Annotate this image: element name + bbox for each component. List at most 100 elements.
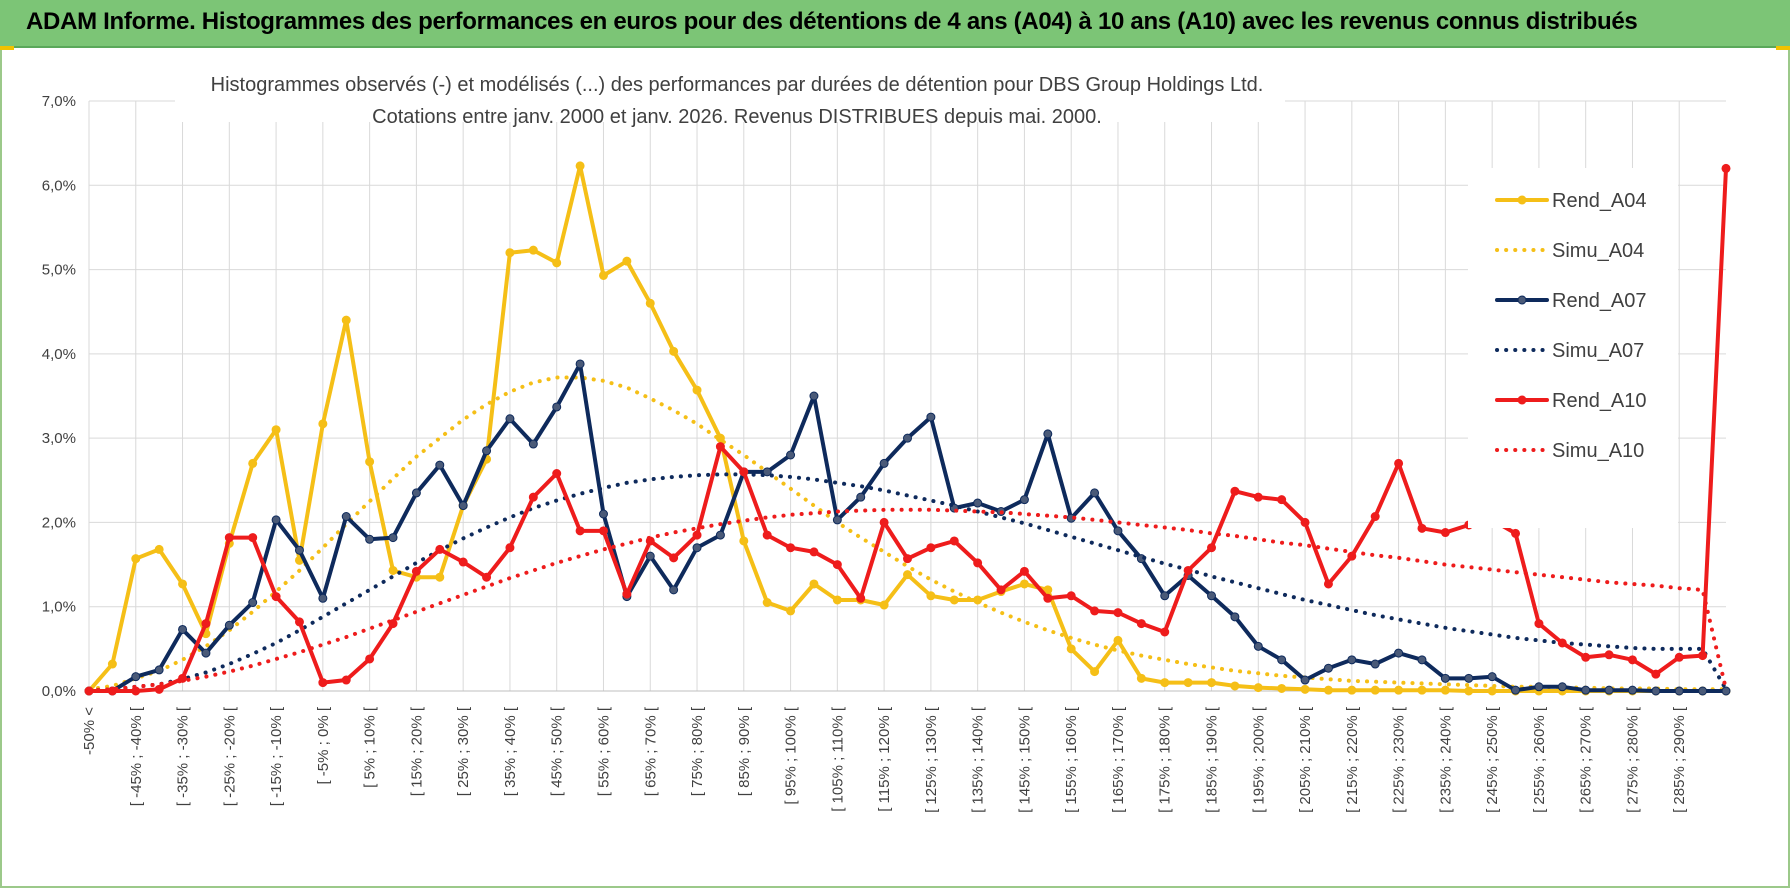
data-point-rend_a10 [1581,652,1591,662]
data-point-rend_a10 [201,619,211,629]
data-point-rend_a10 [1721,163,1731,173]
data-point-rend_a04 [1207,678,1217,688]
data-point-rend_a04 [107,659,117,669]
data-point-rend_a10 [879,517,889,527]
series-line-simu_a07 [87,472,1728,693]
data-point-rend_a07 [692,543,702,553]
data-point-rend_a07 [879,458,889,468]
data-point-rend_a04 [271,425,281,435]
data-point-rend_a07 [1627,685,1637,695]
data-point-rend_a10 [973,558,983,568]
legend-marker-rend_a04 [1517,195,1527,205]
data-point-rend_a04 [1136,673,1146,683]
data-point-rend_a07 [1300,675,1310,685]
data-point-rend_a10 [1511,528,1521,538]
data-point-rend_a04 [1090,667,1100,677]
x-tick-label: [ 275% ; 280% [ [1624,706,1641,813]
data-point-rend_a10 [1370,512,1380,522]
data-point-rend_a10 [294,617,304,627]
x-tick-label: [ 95% ; 100% [ [783,706,800,804]
y-tick-label: 1,0% [42,599,76,616]
data-point-rend_a10 [318,678,328,688]
data-point-rend_a07 [1698,686,1708,696]
chart-title-box [175,58,1285,122]
x-tick-label: [ 215% ; 220% [ [1344,706,1361,813]
data-point-rend_a10 [692,530,702,540]
data-point-rend_a07 [552,402,562,412]
data-point-rend_a10 [1113,608,1123,618]
data-point-rend_a07 [388,533,398,543]
data-point-rend_a04 [926,591,936,601]
data-point-rend_a10 [1090,606,1100,616]
x-tick-label: [ -35% ; -30% [ [175,706,192,806]
x-tick-label: [ 65% ; 70% [ [642,706,659,796]
x-tick-label: [ 165% ; 170% [ [1110,706,1127,813]
data-point-rend_a07 [1604,685,1614,695]
data-point-rend_a10 [903,554,912,564]
data-point-rend_a10 [482,572,492,582]
y-tick-label: 0,0% [42,683,76,700]
data-point-rend_a07 [1487,672,1497,682]
data-point-rend_a04 [178,579,188,589]
data-point-rend_a10 [1300,517,1310,527]
data-point-rend_a10 [224,533,234,543]
data-point-rend_a10 [949,536,959,546]
data-point-rend_a10 [365,654,375,664]
data-point-rend_a10 [669,553,679,563]
data-point-rend_a07 [435,460,445,470]
data-point-rend_a07 [1019,495,1029,505]
data-point-rend_a10 [552,469,562,479]
data-point-rend_a04 [131,554,141,564]
data-point-rend_a04 [669,346,679,356]
performance-histogram-chart: 0,0% 1,0% 2,0% 3,0% 4,0% 5,0% 6,0% 7,0% -50% < [… [42,58,1731,813]
data-point-rend_a04 [645,298,655,308]
data-point-rend_a10 [435,544,445,554]
x-tick-label: [ -15% ; -10% [ [268,706,285,806]
data-point-rend_a07 [1651,686,1661,696]
data-point-rend_a04 [575,161,585,171]
x-tick-label: [ 15% ; 20% [ [408,706,425,796]
data-point-rend_a04 [692,385,702,395]
data-point-rend_a04 [341,315,351,325]
data-point-rend_a07 [1230,612,1240,622]
data-point-rend_a07 [528,439,538,449]
data-point-rend_a10 [1534,619,1544,629]
data-point-rend_a07 [832,515,842,525]
data-point-rend_a07 [715,530,725,540]
data-point-rend_a10 [1417,523,1427,533]
data-point-rend_a10 [1604,650,1614,660]
series-line-simu_a10 [87,507,1728,693]
data-point-rend_a07 [903,433,912,443]
data-point-rend_a10 [1277,495,1287,505]
data-point-rend_a04 [1019,579,1029,589]
data-point-rend_a07 [1557,682,1567,692]
data-point-rend_a07 [271,515,281,525]
data-point-rend_a07 [1534,682,1544,692]
data-point-rend_a10 [715,442,725,452]
data-point-rend_a07 [1464,673,1474,683]
data-point-rend_a04 [598,270,608,280]
data-point-rend_a04 [762,598,772,607]
data-point-rend_a07 [1674,686,1684,696]
data-point-rend_a07 [1207,591,1217,601]
data-point-rend_a07 [1394,648,1404,658]
y-tick-label: 3,0% [42,430,76,447]
data-point-rend_a07 [926,412,936,422]
data-point-rend_a10 [505,543,515,553]
data-point-rend_a07 [224,620,234,630]
x-tick-label: [ 35% ; 40% [ [502,706,519,796]
data-point-rend_a04 [1323,685,1333,695]
data-point-rend_a10 [996,585,1006,595]
data-point-rend_a10 [458,557,468,567]
data-point-rend_a07 [786,450,796,460]
report-banner: ADAM Informe. Histogrammes des performan… [0,0,1790,48]
data-point-rend_a04 [248,458,258,468]
x-tick-label: [ 255% ; 260% [ [1531,706,1548,813]
data-point-rend_a10 [1698,651,1708,661]
data-point-rend_a10 [575,526,585,536]
data-point-rend_a04 [739,536,749,546]
legend-marker-rend_a07 [1517,295,1527,305]
x-tick-label: [ 135% ; 140% [ [970,706,987,813]
data-point-rend_a04 [1253,683,1263,693]
data-point-rend_a07 [973,498,983,508]
